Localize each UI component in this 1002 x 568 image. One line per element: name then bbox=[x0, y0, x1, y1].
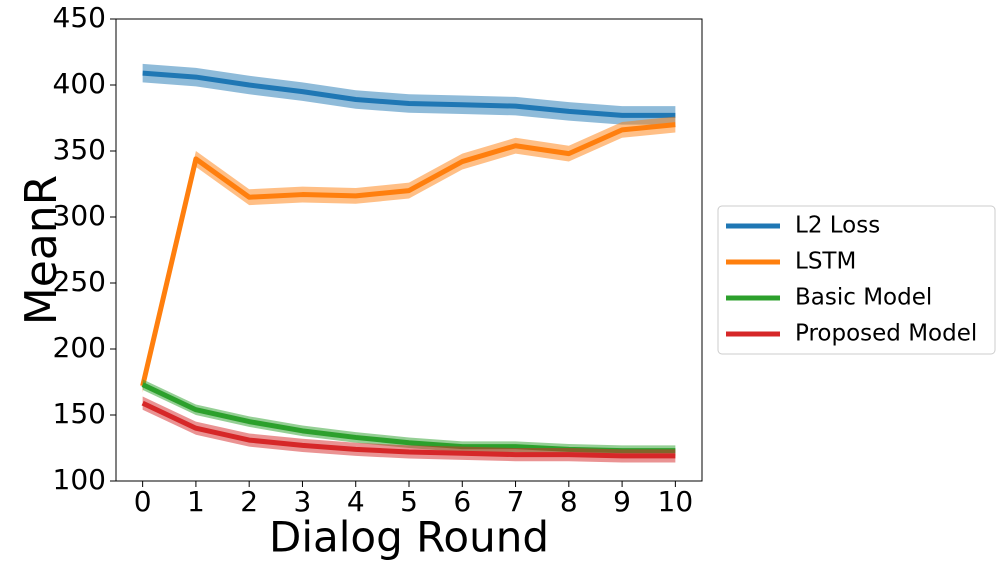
legend-label: Basic Model bbox=[795, 285, 932, 311]
x-tick-label: 2 bbox=[240, 485, 258, 518]
x-tick-label: 8 bbox=[560, 485, 578, 518]
y-tick-label: 150 bbox=[53, 397, 106, 430]
x-tick-label: 4 bbox=[347, 485, 365, 518]
series-line bbox=[141, 400, 676, 459]
x-tick-label: 1 bbox=[187, 485, 205, 518]
plot-frame bbox=[115, 18, 703, 482]
x-tick-label: 5 bbox=[400, 485, 418, 518]
error-band bbox=[142, 116, 676, 393]
y-tick-label: 100 bbox=[53, 463, 106, 496]
x-tick-label: 0 bbox=[134, 485, 152, 518]
x-tick-label: 7 bbox=[507, 485, 525, 518]
series-line bbox=[142, 70, 676, 118]
error-band bbox=[142, 396, 676, 463]
x-axis-label: Dialog Round bbox=[269, 513, 549, 562]
y-tick-label: 450 bbox=[53, 1, 106, 34]
x-tick-label: 3 bbox=[294, 485, 312, 518]
legend-label: Proposed Model bbox=[795, 321, 977, 347]
legend-label: LSTM bbox=[795, 249, 856, 275]
x-tick-label: 10 bbox=[658, 485, 694, 518]
y-axis-label: MeanR bbox=[16, 175, 67, 325]
series-line bbox=[141, 382, 676, 454]
series-line bbox=[140, 122, 676, 387]
x-tick-label: 9 bbox=[613, 485, 631, 518]
legend-box bbox=[717, 205, 996, 355]
y-tick-label: 400 bbox=[53, 67, 106, 100]
y-tick-label: 200 bbox=[53, 331, 106, 364]
y-tick-label: 250 bbox=[53, 265, 106, 298]
y-tick-label: 300 bbox=[53, 199, 106, 232]
legend-label: L2 Loss bbox=[795, 213, 880, 239]
y-tick-label: 350 bbox=[53, 133, 106, 166]
x-tick-label: 6 bbox=[453, 485, 471, 518]
